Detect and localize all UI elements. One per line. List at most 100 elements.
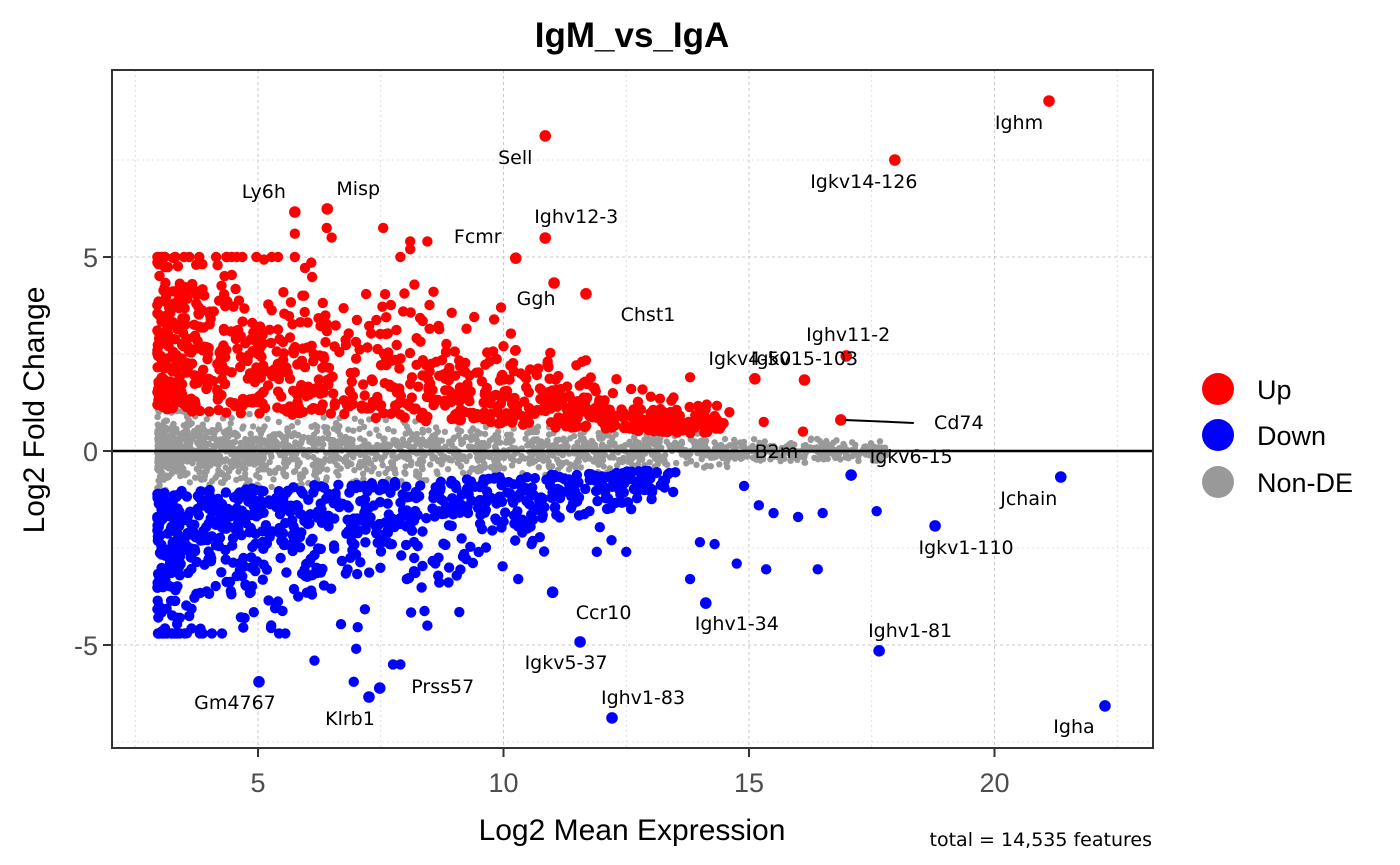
labeled-point-ggh: [548, 277, 560, 289]
data-point-up: [395, 353, 406, 364]
data-point-down: [366, 478, 377, 489]
data-point-down: [537, 493, 548, 504]
data-point-up: [254, 321, 266, 332]
data-point-up: [630, 424, 642, 435]
data-point-up: [371, 314, 382, 326]
data-point-non-de: [624, 458, 632, 465]
data-point-up: [276, 391, 287, 402]
data-point-up: [629, 412, 641, 424]
data-point-down: [476, 524, 488, 535]
data-point-non-de: [345, 426, 352, 433]
data-point-down: [174, 570, 185, 581]
data-point-down: [294, 531, 306, 543]
data-point-down: [606, 535, 617, 546]
data-point-non-de: [493, 437, 500, 445]
data-point-non-de: [494, 428, 502, 435]
data-point-down: [195, 587, 206, 599]
data-point-down: [305, 536, 316, 547]
data-point-up: [359, 390, 370, 401]
data-point-non-de: [330, 439, 337, 447]
data-point-non-de: [237, 439, 244, 447]
data-point-non-de: [702, 437, 710, 444]
data-point-up: [645, 407, 656, 419]
data-point-non-de: [169, 455, 176, 462]
data-point-non-de: [599, 434, 606, 442]
data-point-non-de: [389, 459, 397, 466]
data-point-down: [461, 474, 473, 485]
data-point-non-de: [220, 444, 228, 452]
data-point-down: [342, 514, 353, 525]
data-point-up: [181, 367, 192, 378]
data-point-down: [301, 587, 312, 598]
data-point-non-de: [342, 437, 349, 445]
data-point-up: [404, 347, 416, 359]
data-point-down: [352, 528, 363, 539]
data-point-down: [204, 489, 215, 500]
data-point-down: [487, 525, 498, 536]
data-point-down: [360, 537, 371, 548]
data-point-down: [443, 505, 454, 517]
data-point-non-de: [698, 455, 705, 463]
data-point-non-de: [251, 461, 258, 468]
data-point-non-de: [731, 455, 739, 462]
data-point-down: [294, 508, 306, 519]
data-point-down: [181, 600, 192, 611]
x-tick-label: 10: [488, 768, 518, 798]
data-point-non-de: [221, 473, 228, 480]
data-point-up: [490, 389, 502, 401]
data-point-non-de: [154, 413, 161, 421]
data-point-down: [382, 527, 394, 538]
data-point-down: [344, 487, 355, 498]
data-point-non-de: [346, 435, 354, 443]
labeled-point-chst1: [580, 288, 592, 300]
data-point-non-de: [411, 443, 418, 450]
data-point-down: [288, 521, 299, 532]
data-point-down: [668, 486, 679, 498]
data-point-down: [203, 546, 214, 557]
data-point-non-de: [235, 468, 242, 475]
data-point-non-de: [246, 410, 253, 418]
data-point-up: [423, 381, 435, 392]
data-point-down: [580, 483, 591, 495]
data-point-non-de: [402, 430, 409, 437]
data-point-non-de: [721, 435, 729, 443]
data-point-non-de: [196, 435, 203, 442]
data-point-up: [228, 301, 239, 312]
data-point-down: [443, 562, 455, 573]
data-point-non-de: [830, 439, 837, 446]
data-point-up: [245, 334, 256, 345]
data-point-up: [194, 251, 205, 263]
data-point-down: [473, 546, 484, 558]
data-point-non-de: [509, 452, 517, 459]
data-point-non-de: [277, 432, 284, 439]
y-tick-label: -5: [74, 631, 98, 661]
data-point-up: [499, 386, 510, 397]
data-point-up: [153, 296, 164, 307]
data-point-up: [339, 408, 350, 420]
data-point-up: [521, 382, 532, 393]
data-point-non-de: [393, 437, 400, 445]
data-point-non-de: [163, 463, 170, 470]
data-point-up: [204, 309, 216, 320]
data-point-up: [320, 337, 331, 348]
data-point-down: [158, 628, 169, 639]
data-point-up: [380, 328, 391, 340]
labeled-point-ighv12-3: [539, 232, 552, 244]
data-point-down: [659, 482, 670, 493]
data-point-non-de: [813, 444, 821, 451]
data-point-non-de: [503, 437, 511, 444]
data-point-down: [412, 540, 423, 552]
data-point-non-de: [403, 423, 411, 430]
data-point-non-de: [606, 454, 614, 461]
data-point-up: [471, 408, 483, 420]
data-point-down: [455, 564, 466, 575]
data-point-up: [654, 393, 666, 404]
data-point-down: [300, 569, 311, 581]
data-point-up: [395, 409, 406, 420]
data-point-non-de: [500, 465, 508, 472]
data-point-down: [275, 552, 286, 564]
data-point-down: [639, 484, 650, 496]
data-point-up: [201, 383, 212, 395]
data-point-non-de: [402, 470, 409, 477]
data-point-non-de: [156, 437, 163, 445]
